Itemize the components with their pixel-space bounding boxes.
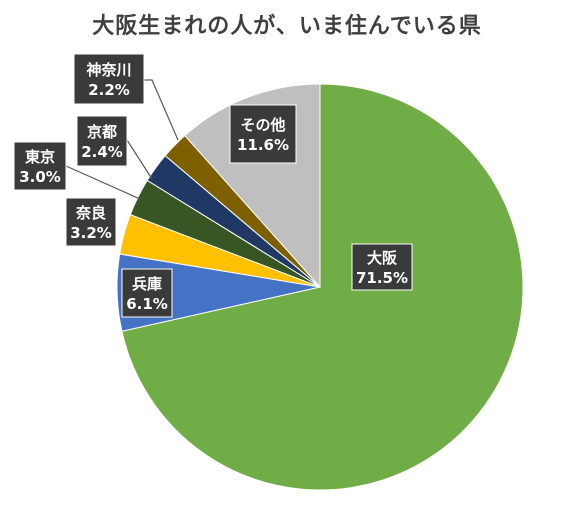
- slice-value-label: 11.6%: [237, 136, 289, 154]
- data-label-box: [76, 115, 128, 167]
- data-label-box: [73, 53, 145, 105]
- data-label-box: [13, 141, 67, 191]
- slice-category-label: その他: [240, 116, 285, 134]
- data-label-box: [65, 197, 117, 247]
- data-label-1: 兵庫 6.1%: [121, 268, 173, 318]
- slice-value-label: 2.2%: [88, 81, 130, 99]
- data-label-box: [121, 268, 173, 318]
- data-label-6: その他 11.6%: [229, 104, 297, 164]
- data-label-0: 大阪 71.5%: [351, 243, 413, 291]
- slice-category-label: 京都: [87, 123, 117, 141]
- slice-category-label: 神奈川: [86, 61, 131, 79]
- slice-category-label: 兵庫: [132, 275, 162, 293]
- slice-category-label: 東京: [25, 148, 55, 166]
- leader-line-5: [144, 79, 179, 141]
- slice-value-label: 71.5%: [356, 269, 408, 287]
- slice-value-label: 6.1%: [126, 295, 168, 313]
- data-label-4: 京都 2.4%: [76, 115, 128, 167]
- pie-slice-0: [121, 83, 524, 491]
- data-label-box: [351, 243, 413, 291]
- slices-layer: [116, 83, 524, 491]
- leader-line-3: [65, 165, 141, 200]
- chart-title: 大阪生まれの人が、いま住んでいる県: [92, 14, 482, 39]
- slice-category-label: 大阪: [367, 249, 398, 267]
- leader-lines-layer: [65, 79, 179, 200]
- data-label-5: 神奈川 2.2%: [73, 53, 145, 105]
- data-label-box: [229, 104, 297, 164]
- data-label-2: 奈良 3.2%: [65, 197, 117, 247]
- slice-value-label: 2.4%: [81, 143, 123, 161]
- slice-category-label: 奈良: [75, 204, 106, 222]
- slice-value-label: 3.0%: [19, 168, 61, 186]
- data-labels-layer: 大阪 71.5% 兵庫 6.1% 奈良 3.2% 東京 3.0% 京都 2.4% 神奈川 2.2% その…: [13, 53, 413, 318]
- leader-line-4: [126, 139, 153, 180]
- slice-value-label: 3.2%: [70, 224, 112, 242]
- data-label-3: 東京 3.0%: [13, 141, 67, 191]
